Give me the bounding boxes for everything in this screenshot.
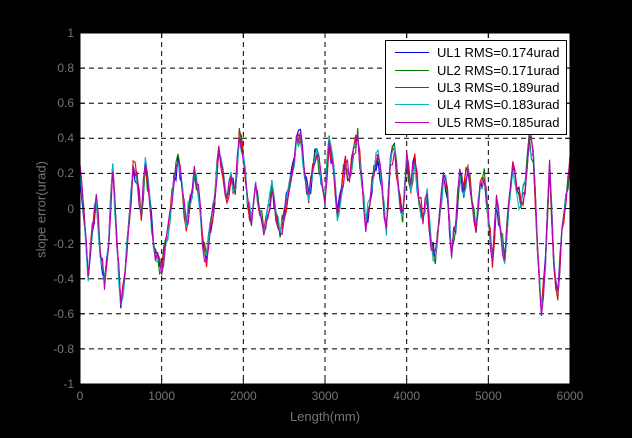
x-tick-label: 4000	[393, 389, 420, 403]
x-tick-label: 1000	[148, 389, 175, 403]
legend-item-ul2: UL2 RMS=0.171urad	[386, 61, 566, 78]
legend-line-sample-ul2	[395, 69, 429, 71]
legend-item-ul3: UL3 RMS=0.189urad	[386, 79, 566, 96]
y-tick-label: 0	[67, 201, 74, 216]
y-tick-label: 0.2	[57, 166, 74, 181]
x-axis-label: Length(mm)	[289, 409, 361, 424]
legend-label-ul3: UL3 RMS=0.189urad	[437, 80, 560, 96]
y-tick-label: -1	[63, 377, 74, 391]
y-tick-label: 0.8	[57, 61, 74, 76]
legend-item-ul4: UL4 RMS=0.183urad	[386, 96, 566, 113]
x-tick-label: 3000	[311, 389, 339, 403]
y-tick-label: 1	[67, 26, 74, 40]
x-tick-label: 6000	[556, 389, 584, 403]
y-tick-label: 0.4	[57, 131, 74, 146]
legend-label-ul4: UL4 RMS=0.183urad	[437, 97, 560, 113]
x-tick-label: 0	[76, 389, 84, 403]
legend-item-ul1: UL1 RMS=0.174urad	[386, 44, 566, 61]
y-tick-label: -0.6	[53, 306, 74, 321]
y-axis-label: slope error(urad)	[33, 161, 49, 258]
x-tick-label: 2000	[229, 389, 257, 403]
y-tick-label: -0.8	[53, 341, 74, 356]
y-tick-label: -0.4	[53, 271, 74, 286]
legend-line-sample-ul1	[395, 52, 429, 54]
legend-label-ul2: UL2 RMS=0.171urad	[437, 62, 560, 78]
legend-line-sample-ul4	[395, 104, 429, 106]
legend: UL1 RMS=0.174urad UL2 RMS=0.171urad UL3 …	[385, 40, 567, 135]
legend-label-ul5: UL5 RMS=0.185urad	[437, 114, 560, 130]
legend-item-ul5: UL5 RMS=0.185urad	[386, 114, 566, 131]
y-tick-label: 0.6	[57, 96, 74, 111]
legend-line-sample-ul3	[395, 87, 429, 89]
legend-line-sample-ul5	[395, 121, 429, 123]
y-tick-label: -0.2	[53, 236, 74, 251]
x-tick-label: 5000	[474, 389, 502, 403]
legend-label-ul1: UL1 RMS=0.174urad	[437, 45, 560, 61]
